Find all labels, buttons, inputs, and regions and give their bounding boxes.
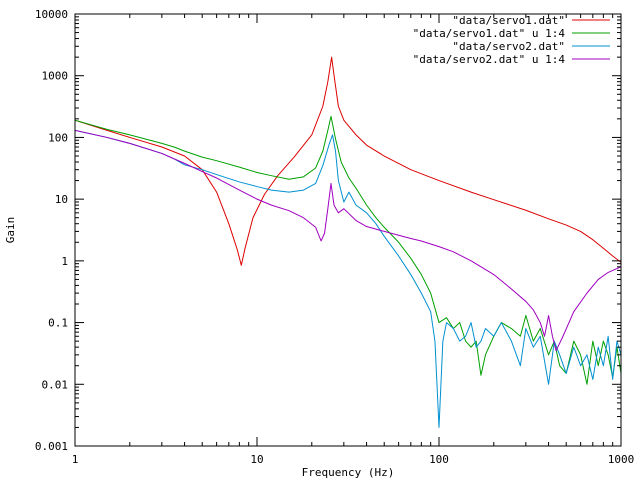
- legend-label-2: "data/servo1.dat" u 1:4: [413, 27, 566, 40]
- ticks-layer: 1 10 100 1000 0.001 0.01 0.1 1 10 100 1000 10000: [35, 8, 634, 466]
- series-layer: [75, 56, 621, 428]
- legend-label-1: "data/servo1.dat": [452, 14, 565, 27]
- plot-frame: [74, 13, 622, 447]
- x-axis-label: Frequency (Hz): [302, 466, 395, 479]
- x-tick-label: 100: [429, 453, 449, 466]
- series-line-2: [75, 115, 621, 385]
- series-line-1: [75, 56, 621, 266]
- x-tick-label: 10: [250, 453, 263, 466]
- y-axis-label: Gain: [4, 217, 17, 244]
- y-tick-label: 10000: [35, 8, 68, 21]
- y-tick-label: 100: [48, 131, 68, 144]
- y-tick-label: 1: [61, 255, 68, 268]
- x-tick-label: 1: [72, 453, 79, 466]
- y-tick-label: 0.001: [35, 440, 68, 453]
- y-tick-label: 0.1: [48, 317, 68, 330]
- x-tick-label: 1000: [608, 453, 635, 466]
- legend: "data/servo1.dat""data/servo1.dat" u 1:4…: [413, 14, 610, 66]
- series-line-4: [75, 129, 621, 352]
- y-tick-label: 1000: [42, 70, 69, 83]
- series-line-3: [75, 129, 621, 428]
- y-tick-label: 10: [55, 193, 68, 206]
- legend-label-3: "data/servo2.dat": [452, 40, 565, 53]
- legend-label-4: "data/servo2.dat" u 1:4: [413, 53, 566, 66]
- y-tick-label: 0.01: [42, 378, 69, 391]
